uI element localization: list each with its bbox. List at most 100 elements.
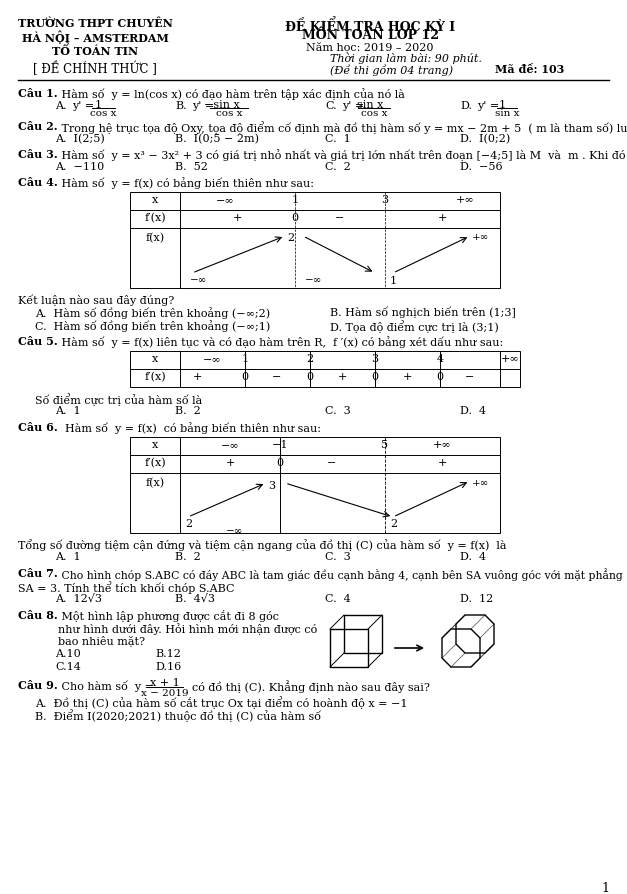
Text: x + 1: x + 1: [150, 678, 180, 688]
Text: Câu 7.: Câu 7.: [18, 568, 58, 579]
Text: 1: 1: [498, 100, 505, 110]
Text: +∞: +∞: [433, 440, 451, 450]
Text: D.  −56: D. −56: [460, 162, 503, 172]
Text: D. Tọa độ điểm cực trị là (3;1): D. Tọa độ điểm cực trị là (3;1): [330, 320, 498, 333]
Text: C.  3: C. 3: [325, 406, 350, 416]
Text: B.  2: B. 2: [175, 552, 201, 562]
Bar: [130, 437, 500, 533]
Text: B.  I(0;5 − 2m): B. I(0;5 − 2m): [175, 134, 259, 144]
Text: f(x): f(x): [145, 478, 164, 488]
Text: x: x: [152, 354, 158, 364]
Text: bao nhiêu mặt?: bao nhiêu mặt?: [58, 636, 145, 647]
Text: C.  1: C. 1: [325, 134, 350, 144]
Text: cos x: cos x: [216, 109, 242, 118]
Text: B.  4√3: B. 4√3: [175, 594, 215, 604]
Text: A.  12√3: A. 12√3: [55, 594, 102, 604]
Text: D.16: D.16: [155, 662, 181, 672]
Text: y' =: y' =: [192, 101, 214, 111]
Text: +: +: [225, 458, 234, 468]
Text: Cho hàm số  y =: Cho hàm số y =: [58, 680, 157, 691]
Text: 1: 1: [292, 195, 298, 205]
Text: A.  1: A. 1: [55, 406, 81, 416]
Text: Kết luận nào sau đây đúng?: Kết luận nào sau đây đúng?: [18, 294, 174, 306]
Text: MÔN TOÁN LỚP 12: MÔN TOÁN LỚP 12: [302, 29, 438, 42]
Text: 2: 2: [287, 233, 294, 243]
Text: A.10: A.10: [55, 649, 81, 659]
Text: 1: 1: [601, 882, 609, 894]
Bar: [330, 629, 368, 667]
Text: D.  I(0;2): D. I(0;2): [460, 134, 510, 144]
Text: có đồ thị (C). Khẳng định nào sau đây sai?: có đồ thị (C). Khẳng định nào sau đây sa…: [185, 680, 430, 693]
Text: f(x): f(x): [145, 233, 164, 243]
Text: Thời gian làm bài: 90 phút.: Thời gian làm bài: 90 phút.: [330, 53, 482, 64]
Text: x − 2019: x − 2019: [141, 689, 189, 698]
Text: Câu 3.: Câu 3.: [18, 149, 58, 160]
Text: [ ĐỀ CHÍNH THỨC ]: [ ĐỀ CHÍNH THỨC ]: [33, 60, 157, 75]
Text: −: −: [327, 458, 337, 468]
Text: +∞: +∞: [501, 354, 519, 364]
Text: Câu 6.: Câu 6.: [18, 422, 58, 433]
Text: 0: 0: [371, 372, 379, 382]
Text: 1: 1: [390, 276, 397, 286]
Text: f′(x): f′(x): [144, 213, 166, 224]
Text: sin x: sin x: [357, 100, 383, 110]
Text: +: +: [337, 372, 347, 382]
Text: 5: 5: [381, 440, 389, 450]
Text: C.  2: C. 2: [325, 162, 350, 172]
Text: y' =: y' =: [342, 101, 364, 111]
Text: 1: 1: [95, 100, 102, 110]
Text: y' =: y' =: [72, 101, 94, 111]
Text: Câu 4.: Câu 4.: [18, 177, 58, 188]
Text: 0: 0: [307, 372, 314, 382]
Text: 3: 3: [268, 481, 275, 491]
Text: Mã đề: 103: Mã đề: 103: [495, 64, 564, 75]
Text: 0: 0: [292, 213, 298, 223]
Text: D.  4: D. 4: [460, 406, 486, 416]
Text: Câu 2.: Câu 2.: [18, 121, 58, 132]
Text: B.12: B.12: [155, 649, 181, 659]
Text: C.: C.: [325, 101, 337, 111]
Text: x: x: [152, 195, 158, 205]
Text: SA = 3. Tính thể tích khối chóp S.ABC: SA = 3. Tính thể tích khối chóp S.ABC: [18, 581, 234, 594]
Text: −sin x: −sin x: [204, 100, 240, 110]
Text: −1: −1: [271, 440, 288, 450]
Text: như hình dưới đây. Hỏi hình mới nhận được có: như hình dưới đây. Hỏi hình mới nhận đượ…: [58, 623, 317, 635]
Text: −∞: −∞: [190, 276, 208, 285]
Text: Số điểm cực trị của hàm số là: Số điểm cực trị của hàm số là: [35, 393, 203, 406]
Bar: [344, 615, 382, 653]
Text: f′(x): f′(x): [144, 372, 166, 383]
Text: TỔ TOÁN TIN: TỔ TOÁN TIN: [52, 44, 138, 57]
Text: 2: 2: [307, 354, 314, 364]
Text: 4: 4: [436, 354, 443, 364]
Text: 0: 0: [436, 372, 443, 382]
Text: C.14: C.14: [55, 662, 81, 672]
Text: B.  52: B. 52: [175, 162, 208, 172]
Text: A.  Đồ thị (C) của hàm số cắt trục Ox tại điểm có hoành độ x = −1: A. Đồ thị (C) của hàm số cắt trục Ox tại…: [35, 696, 408, 709]
Text: Câu 9.: Câu 9.: [18, 680, 58, 691]
Text: +: +: [403, 372, 412, 382]
Text: 3: 3: [371, 354, 379, 364]
Text: x: x: [152, 440, 158, 450]
Bar: [130, 351, 520, 387]
Text: cos x: cos x: [361, 109, 387, 118]
Text: B.  Điểm I(2020;2021) thuộc đồ thị (C) của hàm số: B. Điểm I(2020;2021) thuộc đồ thị (C) củ…: [35, 709, 321, 721]
Text: ĐỀ KIỂM TRA HỌC KỲ I: ĐỀ KIỂM TRA HỌC KỲ I: [285, 16, 455, 34]
Text: Hàm số  y = f(x)  có bảng biến thiên như sau:: Hàm số y = f(x) có bảng biến thiên như s…: [58, 422, 321, 434]
Text: −: −: [335, 213, 345, 223]
Text: 1: 1: [241, 354, 248, 364]
Text: C.  3: C. 3: [325, 552, 350, 562]
Text: TRƯỜNG THPT CHUYÊN: TRƯỜNG THPT CHUYÊN: [18, 18, 172, 29]
Bar: [130, 192, 500, 288]
Text: D.  12: D. 12: [460, 594, 493, 604]
Text: +: +: [233, 213, 241, 223]
Text: −: −: [465, 372, 475, 382]
Text: −∞: −∞: [221, 440, 240, 450]
Text: D.: D.: [460, 101, 472, 111]
Text: B. Hàm số nghịch biến trên (1;3]: B. Hàm số nghịch biến trên (1;3]: [330, 307, 516, 318]
Text: 2: 2: [390, 519, 397, 529]
Text: B.  2: B. 2: [175, 406, 201, 416]
Text: (Đề thi gồm 04 trang): (Đề thi gồm 04 trang): [330, 64, 453, 76]
Text: C.  4: C. 4: [325, 594, 350, 604]
Text: 3: 3: [381, 195, 389, 205]
Text: Hàm số  y = ln(cos x) có đạo hàm trên tập xác định của nó là: Hàm số y = ln(cos x) có đạo hàm trên tập…: [58, 88, 405, 100]
